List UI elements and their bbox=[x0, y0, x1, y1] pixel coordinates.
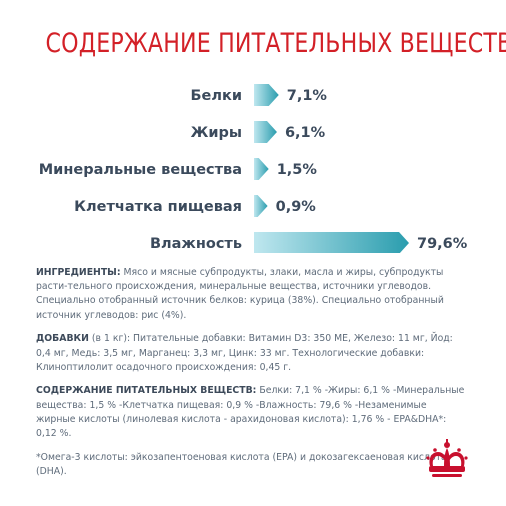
bar-4 bbox=[254, 232, 409, 253]
page-title: СОДЕРЖАНИЕ ПИТАТЕЛЬНЫХ ВЕЩЕСТВ bbox=[45, 28, 506, 59]
additives-heading: ДОБАВКИ bbox=[36, 333, 89, 345]
category-label: Влажность bbox=[150, 236, 242, 252]
bar-3 bbox=[254, 195, 268, 217]
value-label: 79,6% bbox=[417, 236, 468, 252]
additives-text: (в 1 кг): Питательные добавки: Витамин D… bbox=[36, 333, 453, 373]
nutrient-bar-chart: Белки 7,1% Жиры 6,1% Минеральные вещества 1,5… bbox=[39, 84, 468, 253]
footnote-text: *Омега-3 кислоты: эйкозапентоеновая кисл… bbox=[36, 451, 447, 477]
ingredients-text: Мясо и мясные субпродукты, злаки, масла … bbox=[36, 267, 444, 321]
additives-paragraph: ДОБАВКИ (в 1 кг): Питательные добавки: В… bbox=[36, 332, 466, 375]
value-label: 1,5% bbox=[277, 162, 318, 178]
value-label: 0,9% bbox=[276, 199, 317, 215]
nutrients-text: Белки: 7,1 % -Жиры: 6,1 % -Минеральные в… bbox=[36, 385, 465, 440]
crown-icon bbox=[426, 439, 468, 477]
value-label: 6,1% bbox=[285, 125, 326, 141]
category-label: Клетчатка пищевая bbox=[74, 199, 242, 215]
nutrients-heading: СОДЕРЖАНИЕ ПИТАТЕЛЬНЫХ ВЕЩЕСТВ: bbox=[36, 385, 257, 397]
category-label: Минеральные вещества bbox=[39, 162, 242, 178]
category-label: Белки bbox=[190, 88, 242, 104]
ingredients-heading: ИНГРЕДИЕНТЫ: bbox=[36, 267, 121, 278]
bar-0 bbox=[254, 84, 279, 106]
footnote-paragraph: *Омега-3 кислоты: эйкозапентоеновая кисл… bbox=[36, 451, 466, 479]
value-label: 7,1% bbox=[287, 88, 328, 104]
bar-1 bbox=[254, 121, 277, 143]
nutrients-paragraph: СОДЕРЖАНИЕ ПИТАТЕЛЬНЫХ ВЕЩЕСТВ: Белки: 7… bbox=[36, 384, 466, 441]
ingredients-paragraph: ИНГРЕДИЕНТЫ: Мясо и мясные субпродукты, … bbox=[36, 266, 466, 323]
bar-2 bbox=[254, 158, 269, 180]
category-label: Жиры bbox=[191, 125, 242, 141]
product-details: ИНГРЕДИЕНТЫ: Мясо и мясные субпродукты, … bbox=[36, 266, 466, 489]
